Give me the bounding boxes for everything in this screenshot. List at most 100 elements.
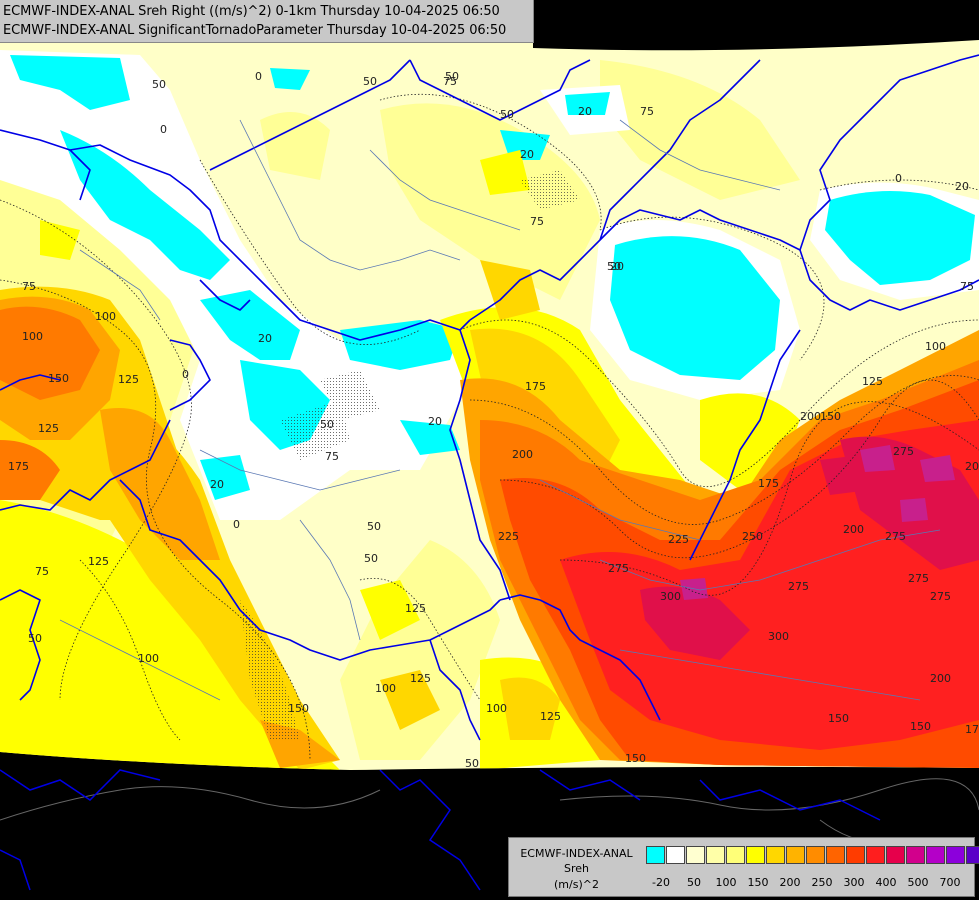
regional-boundaries (59, 119, 941, 701)
contour-label: 0 (255, 70, 262, 83)
contour-label: 200 (512, 448, 533, 461)
contour-label: 20 (520, 148, 534, 161)
contour-label: 20 (610, 260, 624, 273)
contour-label: 0 (160, 123, 167, 136)
map-header: ECMWF-INDEX-ANAL Sreh Right ((m/s)^2) 0-… (0, 0, 534, 43)
contour-label: 200 (800, 410, 821, 423)
contour-label: 20 (955, 180, 969, 193)
contour-label: 0 (895, 172, 902, 185)
contour-label: 150 (48, 372, 69, 385)
legend-model-label: ECMWF-INDEX-ANAL (520, 847, 633, 860)
contour-label: 175 (525, 380, 546, 393)
legend-swatch (806, 846, 825, 864)
legend-swatch (926, 846, 945, 864)
color-legend: ECMWF-INDEX-ANAL Sreh (m/s)^2 -20 50 100 15… (508, 837, 979, 897)
field-cyan (10, 55, 975, 500)
legend-tick-label: 500 (907, 876, 929, 889)
contour-label: 20 (428, 415, 442, 428)
legend-tick-label: 300 (843, 876, 865, 889)
contour-label: 275 (908, 572, 929, 585)
contour-label: 0 (182, 368, 189, 381)
contour-label: 125 (88, 555, 109, 568)
contour-label: 100 (138, 652, 159, 665)
national-borders (0, 54, 979, 741)
contour-label: 75 (443, 75, 457, 88)
contour-label: 175 (758, 477, 779, 490)
legend-swatch (966, 846, 979, 864)
contour-lines (0, 93, 979, 761)
outside-borders-blue (0, 769, 881, 891)
legend-tick-label: 50 (687, 876, 701, 889)
contour-label: 275 (885, 530, 906, 543)
legend-tick-label: 200 (779, 876, 801, 889)
contour-label: 200 (965, 460, 979, 473)
legend-tick-label: 400 (875, 876, 897, 889)
legend-swatch (766, 846, 785, 864)
contour-label: 225 (668, 533, 689, 546)
contour-label: 100 (375, 682, 396, 695)
header-title-line2: ECMWF-INDEX-ANAL SignificantTornadoParam… (3, 23, 507, 38)
legend-swatch (706, 846, 725, 864)
contour-label: 50 (367, 520, 381, 533)
contour-label: 100 (22, 330, 43, 343)
legend-swatch (646, 846, 665, 864)
contour-label: 75 (325, 450, 339, 463)
contour-label: 150 (625, 752, 646, 765)
contour-label: 175 (965, 723, 979, 736)
contour-label: 125 (38, 422, 59, 435)
legend-tick-label: -20 (652, 876, 670, 889)
contour-label: 75 (530, 215, 544, 228)
contour-label: 300 (660, 590, 681, 603)
contour-label: 50 (364, 552, 378, 565)
contour-label: 250 (742, 530, 763, 543)
header-title-line1: ECMWF-INDEX-ANAL Sreh Right ((m/s)^2) 0-… (3, 4, 500, 19)
legend-swatch (666, 846, 685, 864)
contour-label: 50 (320, 418, 334, 431)
legend-swatch (726, 846, 745, 864)
contour-label: 300 (768, 630, 789, 643)
contour-label: 150 (910, 720, 931, 733)
contour-label: 50 (152, 78, 166, 91)
legend-unit-label: (m/s)^2 (554, 878, 599, 891)
legend-swatch (746, 846, 765, 864)
contour-label: 75 (960, 280, 974, 293)
contour-label: 125 (540, 710, 561, 723)
contour-label: 100 (925, 340, 946, 353)
contour-label: 125 (862, 375, 883, 388)
contour-label: 150 (288, 702, 309, 715)
field-magenta (680, 445, 955, 600)
contour-label: 275 (608, 562, 629, 575)
legend-swatch (846, 846, 865, 864)
legend-param-label: Sreh (563, 862, 589, 875)
legend-tick-label: 700 (939, 876, 961, 889)
legend-tick-label: 100 (715, 876, 737, 889)
contour-label: 100 (95, 310, 116, 323)
legend-swatch (686, 846, 705, 864)
contour-label: 125 (405, 602, 426, 615)
legend-tick-label: 250 (811, 876, 833, 889)
legend-swatch (906, 846, 925, 864)
stippling-overlay (240, 170, 580, 740)
legend-swatch (786, 846, 805, 864)
contour-label: 50 (28, 632, 42, 645)
contour-label: 50 (363, 75, 377, 88)
contour-label: 0 (233, 518, 240, 531)
legend-swatch (886, 846, 905, 864)
contour-label: 75 (35, 565, 49, 578)
contour-label: 50 (607, 260, 621, 273)
contour-label: 50 (445, 70, 459, 83)
contour-label: 75 (22, 280, 36, 293)
contour-label: 200 (843, 523, 864, 536)
contour-label: 20 (578, 105, 592, 118)
legend-swatch (946, 846, 965, 864)
contour-label: 200 (930, 672, 951, 685)
contour-label: 275 (930, 590, 951, 603)
contour-label: 175 (8, 460, 29, 473)
contour-label: 125 (410, 672, 431, 685)
legend-swatches (646, 846, 979, 864)
contour-label: 275 (788, 580, 809, 593)
legend-tick-label: 150 (747, 876, 769, 889)
